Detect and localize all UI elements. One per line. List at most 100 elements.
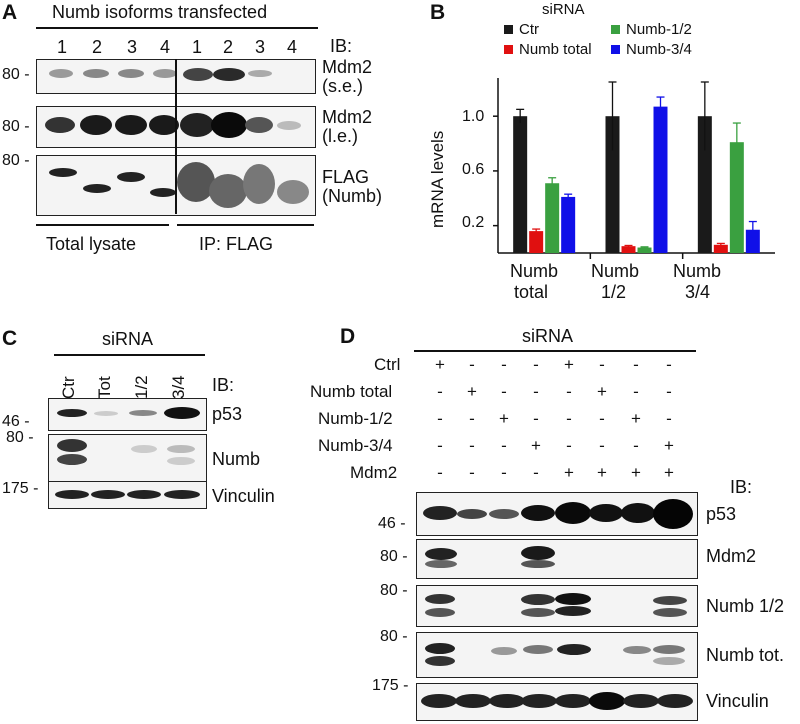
bar-numb-3-4: [653, 106, 668, 254]
panel-d-letter: D: [340, 325, 356, 348]
panel-d-mw-4: 80 -: [380, 628, 408, 645]
bar-numb-1-2: [545, 183, 560, 253]
band: [555, 606, 591, 616]
panel-c-header: siRNA: [102, 329, 154, 349]
bar-ctr: [697, 116, 712, 253]
band: [245, 117, 273, 133]
treatment-sign: -: [666, 382, 672, 401]
panel-d-row-label-numb-34: Numb-3/4: [318, 436, 393, 455]
panel-c-letter: C: [2, 327, 18, 350]
band: [521, 505, 555, 521]
band: [657, 694, 693, 708]
legend-swatch-numb-12: [611, 25, 620, 34]
band: [489, 694, 525, 708]
panel-a-footer-left: Total lysate: [46, 234, 137, 254]
legend-label-numb-34: Numb-3/4: [626, 41, 692, 58]
panel-d-label-vinculin: Vinculin: [706, 691, 769, 711]
panel-b-group-1-line2: total: [514, 282, 549, 302]
panel-b-legend-title: siRNA: [542, 1, 585, 18]
treatment-sign: -: [501, 436, 507, 455]
band: [621, 503, 655, 523]
bar-ctr: [605, 116, 620, 253]
treatment-sign: -: [666, 355, 672, 374]
band: [129, 410, 157, 416]
treatment-sign: -: [633, 355, 639, 374]
panel-a-label-mdm2-se-2: (s.e.): [322, 76, 364, 96]
legend-swatch-numb-total: [504, 45, 513, 54]
panel-a-divider: [175, 59, 177, 214]
panel-d-label-numbtot: Numb tot.: [706, 645, 785, 665]
band: [180, 113, 214, 137]
panel-d-row-label-ctrl: Ctrl: [374, 355, 401, 374]
band: [455, 694, 491, 708]
panel-a-label-flag-1: FLAG: [322, 167, 370, 187]
panel-b-ytick-3: 0.2: [462, 214, 485, 231]
band: [49, 168, 77, 177]
band: [213, 68, 245, 81]
panel-a-label-mdm2-le-1: Mdm2: [322, 107, 373, 127]
treatment-sign: -: [566, 436, 572, 455]
treatment-sign: +: [435, 355, 445, 374]
panel-d-mw-5: 175 -: [372, 677, 409, 694]
treatment-sign: -: [633, 436, 639, 455]
band: [557, 644, 591, 655]
treatment-sign: -: [501, 355, 507, 374]
band: [45, 117, 75, 133]
band: [521, 546, 555, 560]
band: [91, 490, 125, 499]
band: [49, 69, 73, 78]
band: [521, 594, 555, 605]
treatment-sign: +: [531, 436, 541, 455]
band: [209, 174, 247, 208]
band: [589, 504, 623, 522]
band: [177, 162, 215, 202]
treatment-sign: -: [633, 382, 639, 401]
treatment-sign: -: [599, 355, 605, 374]
band: [425, 594, 455, 604]
panel-d-mw-3: 80 -: [380, 582, 408, 599]
panel-d-header: siRNA: [522, 326, 574, 346]
band: [118, 69, 144, 78]
band: [555, 593, 591, 605]
treatment-sign: -: [437, 382, 443, 401]
panel-a-lane-2: 2: [91, 37, 102, 57]
legend-swatch-ctr: [504, 25, 513, 34]
panel-d-blot-numbtot: [416, 632, 698, 678]
band: [164, 490, 200, 499]
treatment-sign: +: [467, 382, 477, 401]
panel-a-label-mdm2-se-1: Mdm2: [322, 57, 373, 77]
bar-ctr: [513, 116, 528, 253]
band: [277, 180, 309, 204]
band: [127, 490, 161, 499]
band: [57, 409, 87, 417]
band: [421, 694, 457, 708]
panel-a-header: Numb isoforms transfected: [52, 2, 268, 22]
panel-a-lane-4: 4: [159, 37, 170, 57]
band: [653, 596, 687, 605]
panel-b-letter: B: [430, 1, 446, 24]
band: [94, 411, 118, 416]
treatment-sign: -: [566, 409, 572, 428]
panel-b-group-3-line1: Numb: [673, 261, 722, 281]
band: [491, 647, 517, 655]
band: [523, 645, 553, 654]
band: [149, 115, 179, 135]
bar-numb-1-2: [729, 142, 744, 253]
treatment-sign: +: [564, 463, 574, 482]
panel-d-blot-mdm2: [416, 539, 698, 579]
band: [117, 172, 145, 182]
panel-a-mw-2: 80 -: [2, 118, 30, 135]
panel-c-label-p53: p53: [212, 404, 243, 424]
panel-d-ib-label: IB:: [730, 477, 753, 497]
legend-label-numb-12: Numb-1/2: [626, 21, 692, 38]
panel-b-chart: [493, 78, 775, 259]
band: [423, 506, 457, 520]
bar-numb-3-4: [745, 229, 760, 253]
treatment-sign: -: [666, 409, 672, 428]
panel-c-lane-12: 1/2: [132, 375, 151, 399]
band: [57, 439, 87, 452]
treatment-sign: -: [599, 409, 605, 428]
panel-a-label-mdm2-le-2: (l.e.): [322, 126, 358, 146]
treatment-sign: -: [599, 436, 605, 455]
treatment-sign: -: [533, 355, 539, 374]
